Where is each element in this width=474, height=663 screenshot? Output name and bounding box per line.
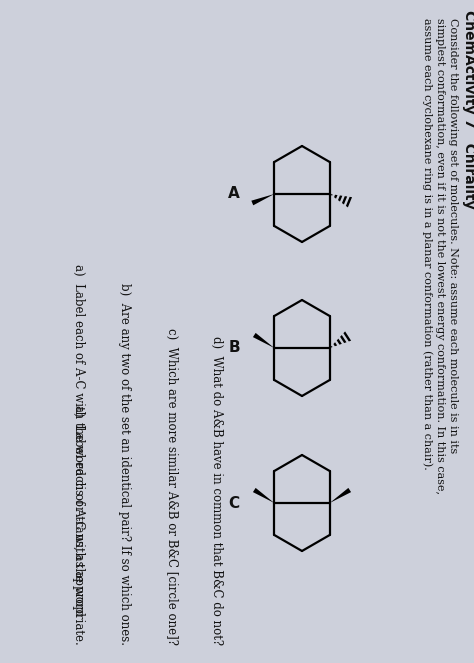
Polygon shape bbox=[333, 342, 337, 346]
Text: d)  What do A&B have in common that B&C do not?: d) What do A&B have in common that B&C d… bbox=[210, 336, 223, 645]
Polygon shape bbox=[330, 346, 332, 348]
Polygon shape bbox=[344, 332, 351, 341]
Polygon shape bbox=[330, 194, 333, 196]
Polygon shape bbox=[346, 197, 352, 208]
Polygon shape bbox=[342, 196, 347, 204]
Text: Consider the following set of molecules. Note: assume each molecule is in its: Consider the following set of molecules.… bbox=[448, 18, 458, 453]
Text: B: B bbox=[228, 341, 240, 355]
Polygon shape bbox=[334, 195, 337, 199]
Text: A: A bbox=[228, 186, 240, 202]
Polygon shape bbox=[251, 194, 274, 206]
Polygon shape bbox=[338, 196, 342, 202]
Text: a)  Label each of A-C with the word: a) Label each of A-C with the word bbox=[72, 405, 85, 620]
Polygon shape bbox=[253, 333, 274, 348]
Polygon shape bbox=[337, 339, 342, 345]
Polygon shape bbox=[253, 488, 274, 503]
Text: b)  Are any two of the set an identical pair? If so which ones.: b) Are any two of the set an identical p… bbox=[118, 283, 131, 645]
Text: ChemActivity 7   Chirality: ChemActivity 7 Chirality bbox=[462, 10, 474, 209]
Text: a)  Label each of A-C with the word cis or trans, as appropriate.: a) Label each of A-C with the word cis o… bbox=[72, 265, 85, 645]
Polygon shape bbox=[340, 335, 346, 343]
Text: c)  Which are more similar A&B or B&C [circle one]?: c) Which are more similar A&B or B&C [ci… bbox=[165, 328, 178, 645]
Text: C: C bbox=[228, 495, 239, 511]
Text: assume each cyclohexane ring is in a planar conformation (rather than a chair).: assume each cyclohexane ring is in a pla… bbox=[422, 18, 433, 470]
Text: simplest conformation, even if it is not the lowest energy conformation. In this: simplest conformation, even if it is not… bbox=[435, 18, 445, 494]
Polygon shape bbox=[330, 488, 351, 503]
